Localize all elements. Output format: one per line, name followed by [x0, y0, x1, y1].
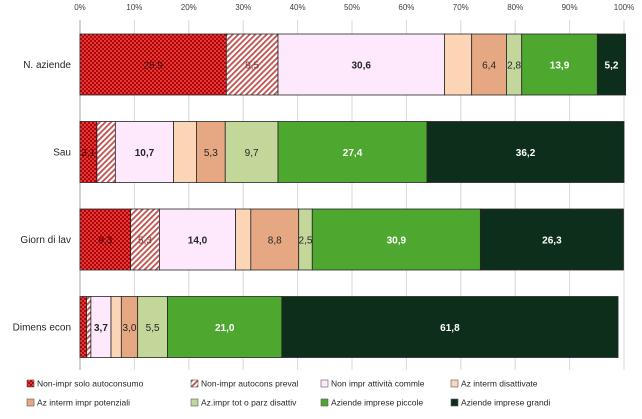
data-label: 26,9 — [143, 61, 163, 72]
x-axis-ticks: 0% 10% 20% 30% 40% 50% 60% 70% 80% 90% 100% — [74, 3, 634, 12]
legend-swatch — [320, 379, 329, 388]
bar-segment — [196, 121, 226, 183]
bar-segment — [596, 33, 627, 96]
bar-segment — [173, 121, 197, 183]
bar-segment — [471, 33, 507, 96]
x-tick-label: 0% — [74, 3, 86, 12]
category-label: Giorn di lav — [20, 235, 71, 246]
x-tick-label: 50% — [344, 3, 360, 12]
category-label: Dimens econ — [13, 323, 71, 334]
bar-segment — [277, 121, 428, 183]
bar-segment — [311, 208, 481, 271]
bar-segment — [426, 121, 625, 183]
x-tick-label: 60% — [398, 3, 414, 12]
data-label: 9,5 — [245, 61, 259, 72]
data-label: 6,4 — [482, 61, 496, 72]
bar-segment — [277, 33, 445, 96]
data-label: 30,6 — [352, 61, 372, 72]
x-tick-label: 80% — [507, 3, 523, 12]
data-label: 14,0 — [188, 236, 208, 247]
bar-segment — [110, 296, 122, 358]
bar-segment — [114, 121, 174, 183]
data-label: 9,3 — [98, 236, 112, 247]
bar-segment — [225, 33, 279, 96]
bar-segment — [96, 121, 116, 183]
bar-segment — [521, 33, 598, 96]
data-label: 36,2 — [516, 148, 536, 159]
data-label: 26,3 — [542, 236, 562, 247]
x-tick-label: 40% — [290, 3, 306, 12]
data-labels: 26,9 9,5 30,6 6,4 2,8 13,9 5,2 3,1 10,7 5,3 9,7 27,… — [81, 61, 618, 335]
x-tick-label: 20% — [181, 3, 197, 12]
legend-label: Az interm disattivate — [461, 379, 538, 389]
data-label: 3,7 — [94, 323, 108, 334]
bar-segment — [130, 208, 160, 271]
legend: Non-impr solo autoconsumo Non-impr autoco… — [26, 379, 550, 408]
legend-label: Aziende imprese piccole — [331, 398, 423, 408]
data-label: 5,3 — [138, 236, 152, 247]
bar-segment — [479, 208, 624, 271]
legend-swatch — [450, 398, 459, 407]
data-label: 13,9 — [550, 61, 570, 72]
legend-swatch — [450, 379, 459, 388]
data-label: 2,8 — [507, 61, 521, 72]
bar-segment — [250, 208, 300, 271]
bar-segment — [235, 208, 252, 271]
data-label: 3,0 — [123, 323, 137, 334]
legend-swatch — [26, 398, 35, 407]
legend-label: Non impr attività commle — [331, 379, 425, 389]
data-label: 10,7 — [135, 148, 155, 159]
data-label: 5,2 — [605, 61, 619, 72]
legend-label: Az.impr tot o parz disattiv — [201, 398, 297, 408]
data-label: 5,5 — [146, 323, 160, 334]
data-label: 5,3 — [204, 148, 218, 159]
data-label: 61,8 — [440, 323, 460, 334]
legend-label: Non-impr solo autoconsumo — [37, 379, 144, 389]
bar-segment — [444, 33, 473, 96]
bar-segment — [79, 208, 131, 271]
bar-segment — [281, 296, 619, 358]
x-tick-label: 30% — [235, 3, 251, 12]
legend-swatch — [26, 379, 35, 388]
legend-swatch — [190, 398, 199, 407]
legend-label: Aziende imprese grandi — [461, 398, 550, 408]
category-label: Sau — [53, 148, 71, 159]
data-label: 9,7 — [245, 148, 259, 159]
bar-segment — [79, 33, 227, 96]
data-label: 8,8 — [268, 236, 282, 247]
bar-segment — [86, 296, 92, 358]
data-label: 30,9 — [387, 236, 407, 247]
x-tick-label: 100% — [614, 3, 634, 12]
legend-swatch — [320, 398, 329, 407]
x-tick-label: 90% — [562, 3, 578, 12]
legend-label: Az interm impr potenziali — [37, 398, 130, 408]
bar-segment — [137, 296, 168, 358]
bar-segment — [167, 296, 283, 358]
bar-segment — [159, 208, 236, 271]
category-label: N. aziende — [23, 60, 71, 71]
data-label: 3,1 — [81, 148, 95, 159]
data-label: 21,0 — [215, 323, 235, 334]
data-label: 2,5 — [299, 236, 313, 247]
category-axis: N. aziende Sau Giorn di lav Dimens econ — [13, 20, 81, 370]
x-tick-label: 70% — [453, 3, 469, 12]
legend-label: Non-impr autocons preval — [201, 379, 298, 389]
bar-segment — [79, 296, 87, 358]
data-label: 27,4 — [343, 148, 363, 159]
bars — [79, 33, 627, 358]
x-tick-label: 10% — [126, 3, 142, 12]
legend-swatch — [190, 379, 199, 388]
